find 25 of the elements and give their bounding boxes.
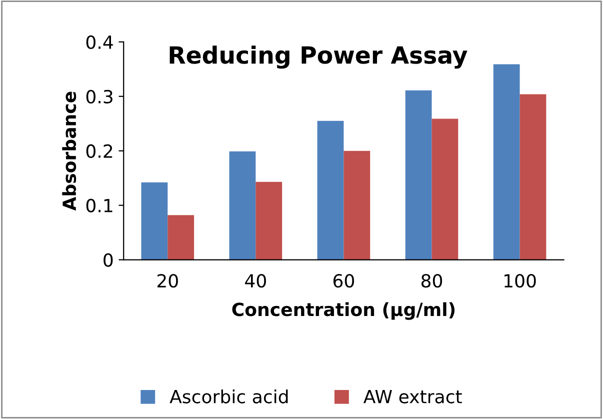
bar [405,90,432,260]
bar [168,215,194,260]
y-tick-label: 0.3 [86,90,112,104]
y-tick-label: 0.1 [86,198,112,212]
y-axis-title: Absorbance [62,92,76,211]
bar [229,151,256,260]
legend-label: Ascorbic acid [170,389,288,404]
y-tick-label: 0 [104,253,113,267]
x-axis-title: Concentration (µg/ml) [232,302,455,320]
legend-label: AW extract [363,390,462,404]
x-tick-label: 80 [421,274,442,288]
bar [493,64,520,260]
bar [256,182,282,260]
y-tick-label: 0.4 [86,35,113,50]
bar [344,150,370,260]
x-tick-label: 100 [504,274,536,288]
x-tick-label: 40 [245,274,266,288]
bar [432,118,458,260]
x-tick-label: 60 [333,274,354,288]
x-tick-label: 20 [157,274,178,288]
bar [317,120,344,260]
bar [520,94,546,260]
chart-title: Reducing Power Assay [170,46,468,69]
bar [141,182,168,260]
y-tick-label: 0.2 [86,144,112,158]
